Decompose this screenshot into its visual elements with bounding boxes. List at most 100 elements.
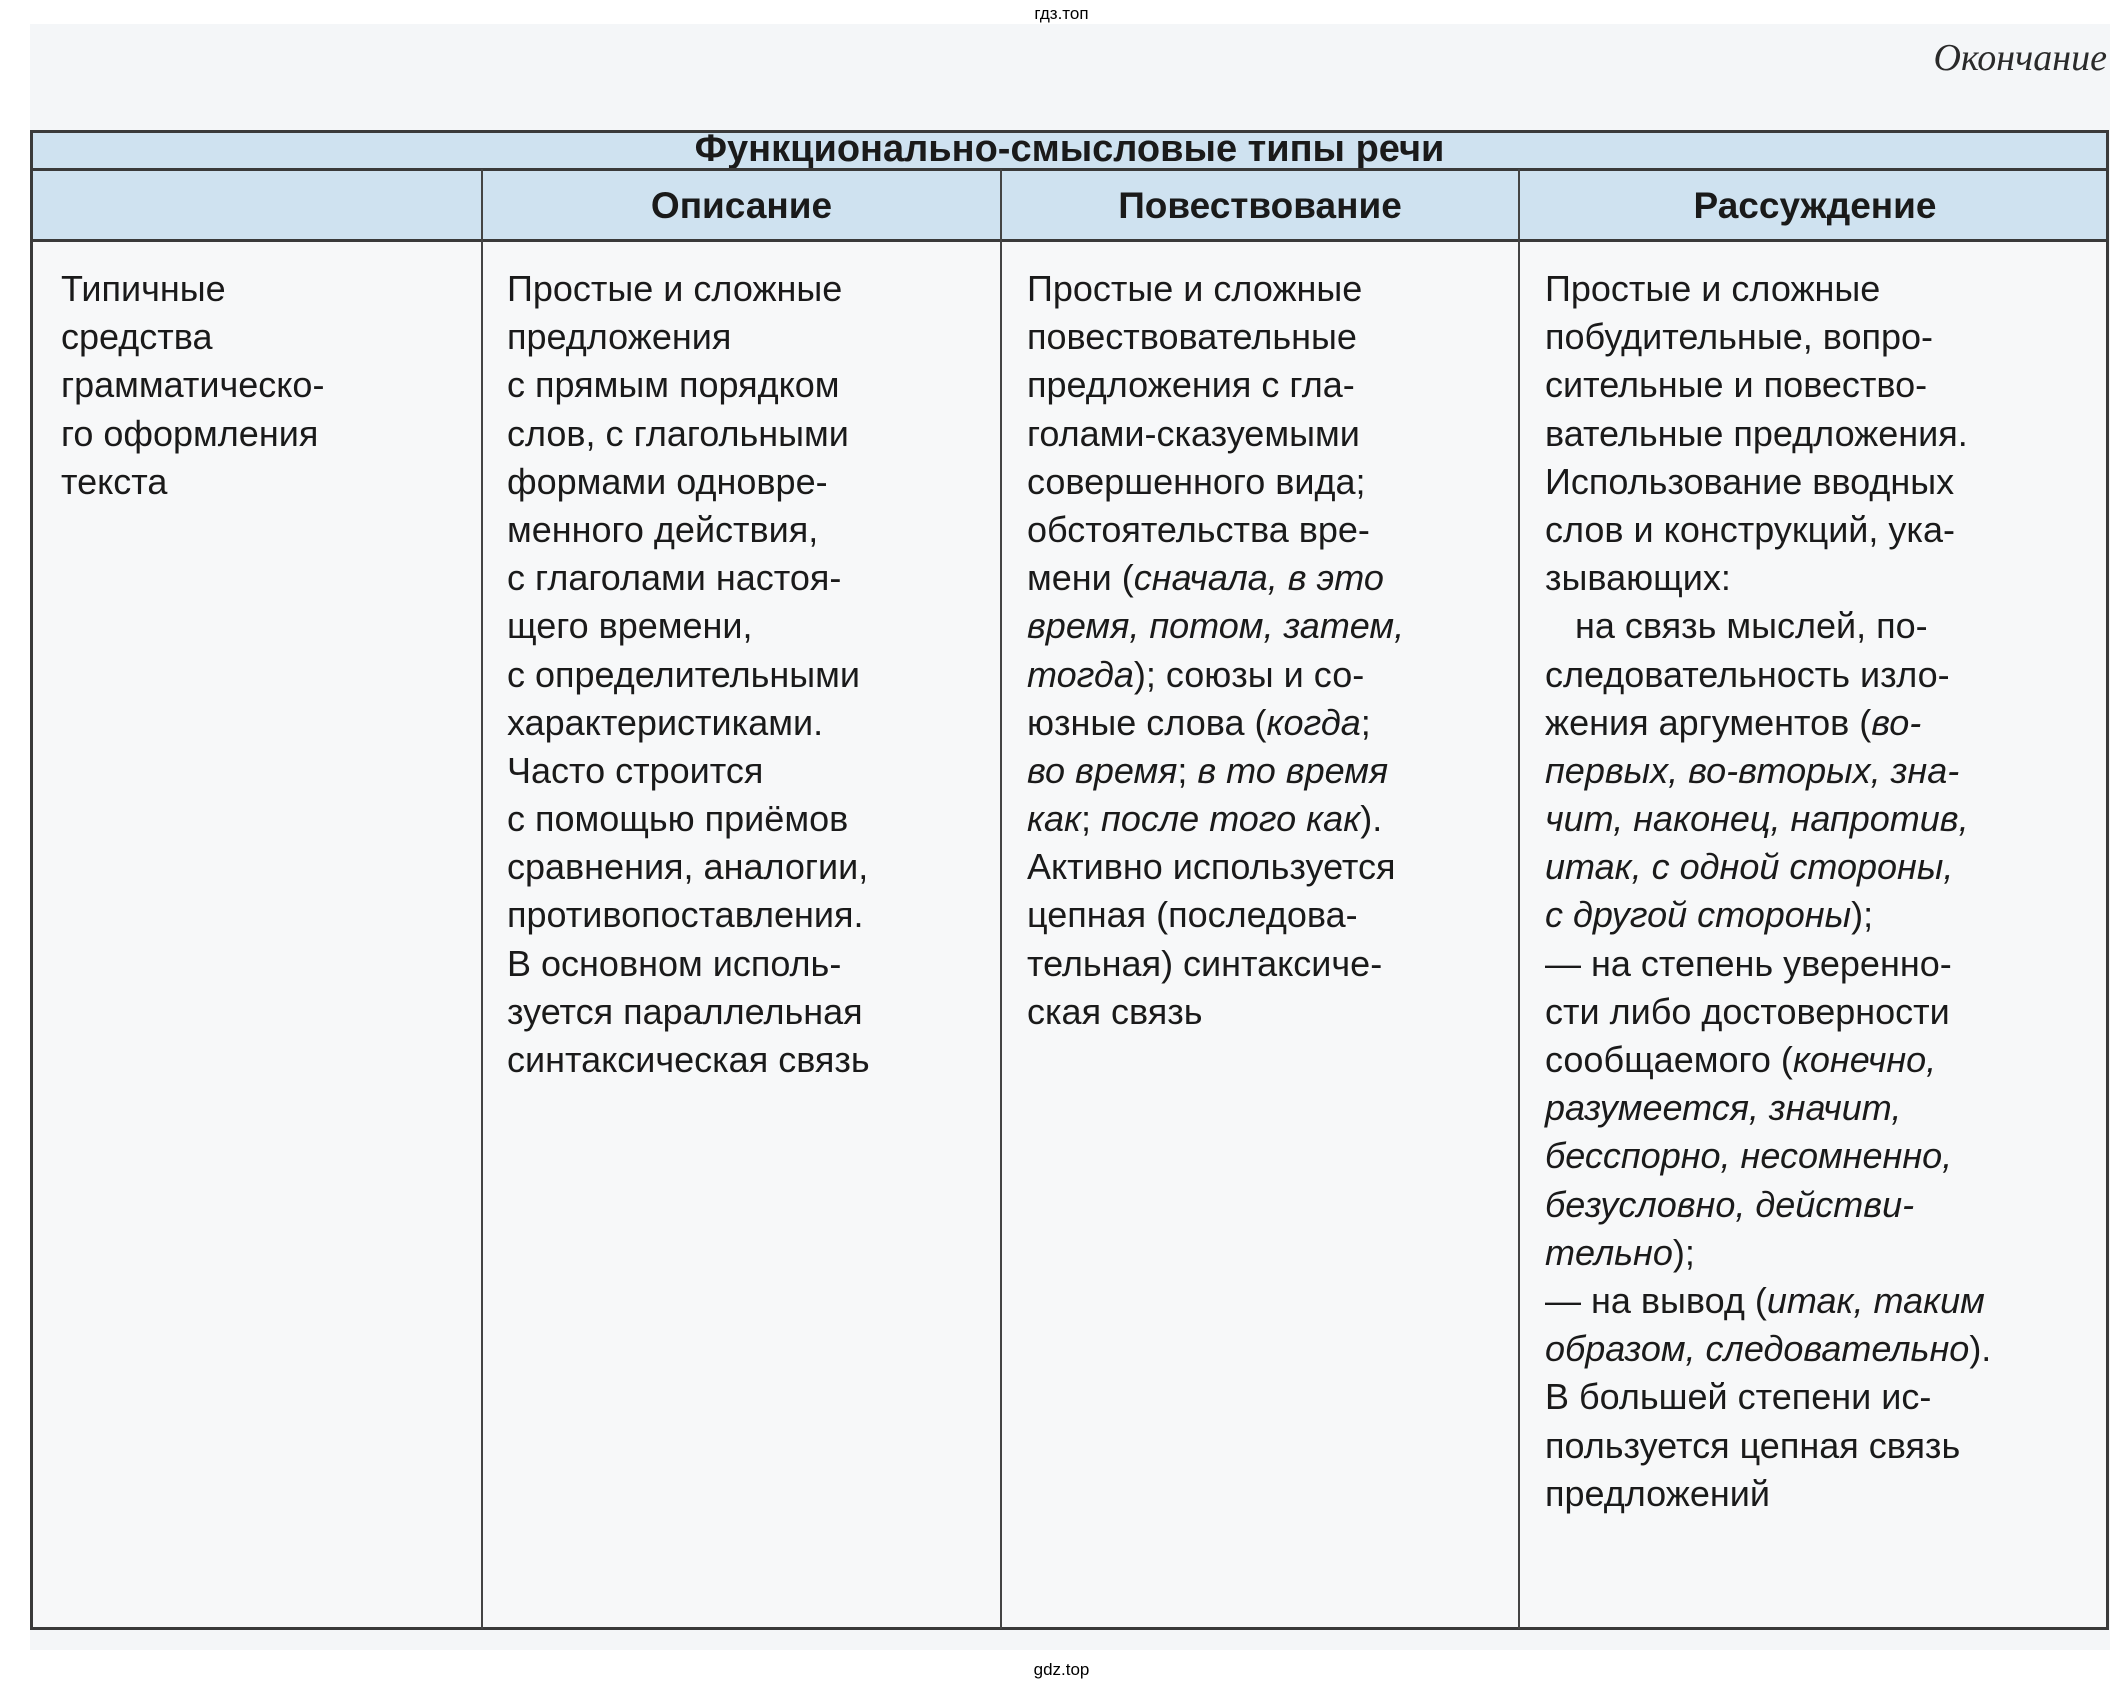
text-line: средства (61, 313, 324, 361)
italic-example-text: сначала, в это (1133, 557, 1384, 599)
text-segment: текста (61, 460, 168, 502)
text-line: предложения (507, 313, 870, 361)
italic-example-text: во- (1871, 701, 1922, 743)
column-divider (1000, 169, 1002, 1629)
text-line: пользуется цепная связь (1545, 1422, 1991, 1470)
text-line: щего времени, (507, 602, 870, 650)
text-line: побудительные, вопро- (1545, 313, 1991, 361)
text-line: Простые и сложные (1545, 265, 1991, 313)
column-divider (1518, 169, 1520, 1629)
text-line: Типичные (61, 265, 324, 313)
text-segment: побудительные, вопро- (1545, 316, 1933, 358)
text-line: разумеется, значит, (1545, 1084, 1991, 1132)
text-segment: повествовательные (1027, 316, 1357, 358)
text-line: с другой стороны); (1545, 891, 1991, 939)
text-line: предложения с гла- (1027, 361, 1404, 409)
text-line: го оформления (61, 410, 324, 458)
text-line: В большей степени ис- (1545, 1373, 1991, 1421)
text-segment: синтаксическая связь (507, 1039, 870, 1080)
text-segment: цепная (последова- (1027, 894, 1358, 936)
text-segment: сообщаемого ( (1545, 1039, 1793, 1080)
text-segment: Использование вводных (1545, 460, 1955, 502)
text-line: мени (сначала, в это (1027, 554, 1404, 602)
continuation-label: Окончание (1933, 37, 2107, 79)
text-line: юзные слова (когда; (1027, 699, 1404, 747)
text-segment: Часто строится (507, 749, 764, 791)
text-segment: сравнения, аналогии, (507, 846, 869, 888)
text-segment: с прямым порядком (507, 364, 840, 406)
text-segment: жения аргументов ( (1545, 701, 1872, 743)
text-segment: зуется параллельная (507, 990, 863, 1032)
text-segment: слов и конструкций, ука- (1545, 508, 1955, 550)
text-line: сительные и повество- (1545, 361, 1991, 409)
text-segment: ). (1360, 798, 1383, 840)
text-line: с помощью приёмов (507, 795, 870, 843)
text-line: с определительными (507, 651, 870, 699)
table-title: Функционально-смысловые типы речи (694, 128, 1445, 170)
text-segment: сительные и повество- (1545, 364, 1928, 406)
text-segment: обстоятельства вре- (1027, 508, 1370, 550)
text-line: на связь мыслей, по- (1545, 602, 1991, 650)
text-line: слов и конструкций, ука- (1545, 506, 1991, 554)
text-segment: пользуется цепная связь (1545, 1424, 1961, 1466)
text-segment: мени ( (1027, 557, 1134, 599)
text-line: жения аргументов (во- (1545, 699, 1991, 747)
text-line: чит, наконец, напротив, (1545, 795, 1991, 843)
text-line: В основном исполь- (507, 940, 870, 988)
text-line: первых, во-вторых, зна- (1545, 747, 1991, 795)
text-line: зуется параллельная (507, 988, 870, 1036)
text-segment: ; (1177, 749, 1198, 791)
italic-example-text: в то время (1197, 749, 1389, 791)
text-segment: Типичные (61, 268, 226, 309)
text-line: повествовательные (1027, 313, 1404, 361)
text-line: сти либо достоверности (1545, 988, 1991, 1036)
text-segment: тельная) синтаксиче- (1027, 942, 1383, 984)
text-line: во время; в то время (1027, 747, 1404, 795)
text-segment: с помощью приёмов (507, 798, 849, 840)
text-line: — на вывод (итак, таким (1545, 1277, 1991, 1325)
text-segment: с определительными (507, 653, 861, 695)
text-segment: следовательность изло- (1545, 653, 1950, 695)
text-line: текста (61, 458, 324, 506)
row-label-cell: Типичные средства грамматическо-го оформле… (61, 265, 324, 506)
text-line: ская связь (1027, 988, 1404, 1036)
italic-example-text: тогда (1027, 653, 1134, 695)
text-segment: Простые и сложные (507, 268, 843, 309)
text-line: вательные предложения. (1545, 410, 1991, 458)
text-segment: щего времени, (507, 605, 753, 647)
text-segment: юзные слова ( (1027, 701, 1267, 743)
text-segment: предложений (1545, 1472, 1770, 1514)
text-line: зывающих: (1545, 554, 1991, 602)
text-segment: ; (1081, 798, 1102, 840)
italic-example-text: образом, следовательно (1545, 1328, 1970, 1370)
text-line: итак, с одной стороны, (1545, 843, 1991, 891)
italic-example-text: тельно (1545, 1231, 1673, 1273)
text-segment: грамматическо- (61, 364, 325, 406)
text-line: формами одновре- (507, 458, 870, 506)
italic-example-text: во время (1027, 749, 1178, 791)
text-segment: — на степень уверенно- (1545, 942, 1952, 984)
text-segment: Простые и сложные (1027, 268, 1363, 309)
text-line: Часто строится (507, 747, 870, 795)
column-header-reasoning: Рассуждение (1693, 185, 1937, 226)
text-line: сообщаемого (конечно, (1545, 1036, 1991, 1084)
text-segment: средства (61, 316, 213, 358)
text-segment: зывающих: (1545, 557, 1731, 599)
divider (33, 239, 2106, 242)
text-line: тельно); (1545, 1229, 1991, 1277)
column-divider (481, 169, 483, 1629)
text-segment: противопоставления. (507, 894, 864, 936)
text-segment: ; (1360, 701, 1371, 743)
text-line: сравнения, аналогии, (507, 843, 870, 891)
text-segment: В основном исполь- (507, 942, 842, 984)
text-line: Активно используется (1027, 843, 1404, 891)
text-segment: голами-сказуемыми (1027, 412, 1360, 454)
italic-example-text: разумеется, значит, (1545, 1087, 1902, 1129)
text-segment: ); (1851, 894, 1874, 936)
text-line: слов, с глагольными (507, 410, 870, 458)
text-line: противопоставления. (507, 891, 870, 939)
column-header-narration: Повествование (1118, 185, 1402, 226)
text-segment: вательные предложения. (1545, 412, 1968, 454)
narration-cell: Простые и сложные повествовательные предло… (1027, 265, 1404, 1036)
text-segment: сти либо достоверности (1545, 990, 1950, 1032)
